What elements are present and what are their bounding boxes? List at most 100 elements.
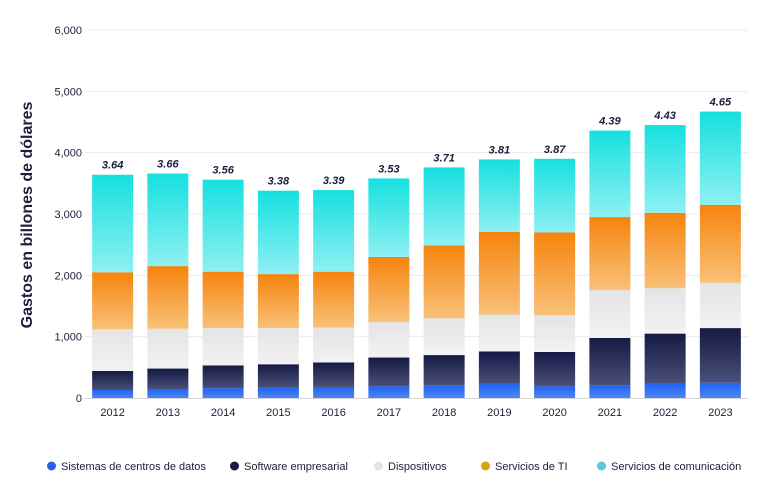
total-label: 3.87: [544, 144, 566, 156]
y-axis-ticks: 0 1,000 2,000 3,000 4,000 5,000 6,000: [54, 25, 82, 405]
bar-segment: [589, 217, 631, 291]
bar-segment: [92, 329, 134, 372]
bar-segment: [699, 328, 741, 383]
bar-segment: [423, 355, 465, 386]
x-tick-label: 2012: [100, 407, 124, 419]
x-tick-label: 2017: [377, 407, 401, 419]
bar-segment: [644, 333, 686, 384]
legend-swatch: [481, 461, 490, 471]
bar-segment: [92, 272, 134, 330]
bar-segment: [534, 232, 576, 316]
bar-segment: [368, 386, 410, 398]
bar-segment: [202, 179, 244, 272]
bar-segment: [644, 212, 686, 289]
bar-segment: [699, 204, 741, 283]
x-tick-label: 2019: [487, 407, 511, 419]
x-tick-label: 2016: [321, 407, 345, 419]
total-label: 4.65: [709, 97, 732, 109]
y-tick-label: 2,000: [54, 270, 82, 282]
bar-segment: [478, 159, 520, 232]
bar-segment: [202, 388, 244, 398]
x-tick-label: 2014: [211, 407, 235, 419]
bar-segment: [147, 368, 189, 390]
bar-segment: [202, 328, 244, 366]
bar-segment: [699, 111, 741, 205]
total-label: 3.38: [268, 176, 290, 188]
bar-segment: [257, 364, 299, 388]
bar-segment: [92, 174, 134, 273]
legend: Sistemas de centros de datos Software emp…: [47, 461, 741, 473]
bar-segment: [589, 385, 631, 398]
bar-segment: [423, 167, 465, 246]
y-tick-label: 3,000: [54, 209, 82, 221]
total-label: 3.71: [433, 152, 454, 164]
gridlines: [85, 29, 748, 399]
total-label: 3.39: [323, 175, 345, 187]
total-label: 4.43: [653, 110, 675, 122]
bar-segment: [313, 271, 355, 328]
legend-swatch: [374, 461, 383, 471]
bar-segment: [92, 371, 134, 391]
bar-segment: [313, 190, 355, 272]
y-tick-label: 5,000: [54, 86, 82, 98]
y-tick-label: 6,000: [54, 25, 82, 37]
bars: [92, 111, 741, 398]
bar-segment: [534, 386, 576, 398]
bar-segment: [368, 256, 410, 322]
bar-segment: [534, 352, 576, 387]
bar-segment: [589, 337, 631, 386]
bar-segment: [313, 362, 355, 387]
y-tick-label: 1,000: [54, 332, 82, 344]
bar-segment: [699, 282, 741, 329]
bar-segment: [313, 327, 355, 363]
bar-segment: [423, 318, 465, 356]
bar-segment: [644, 383, 686, 398]
x-tick-label: 2018: [432, 407, 456, 419]
x-tick-label: 2021: [598, 407, 622, 419]
bar-segment: [202, 365, 244, 389]
bar-segment: [368, 321, 410, 358]
legend-swatch: [230, 461, 239, 471]
total-label: 3.81: [489, 144, 510, 156]
x-tick-label: 2015: [266, 407, 290, 419]
x-tick-label: 2013: [156, 407, 180, 419]
bar-segment: [257, 274, 299, 329]
bar-segment: [478, 383, 520, 398]
bar-segment: [257, 328, 299, 365]
y-axis-label: Gastos en billones de dólares: [19, 102, 36, 329]
bar-segment: [147, 328, 189, 369]
bar-segment: [644, 125, 686, 213]
bar-segment: [534, 315, 576, 352]
bar-segment: [423, 385, 465, 398]
legend-label: Servicios de comunicación: [611, 461, 741, 473]
total-label: 3.66: [157, 159, 179, 171]
bar-segment: [257, 190, 299, 275]
total-label: 4.39: [598, 116, 621, 128]
y-tick-label: 4,000: [54, 148, 82, 160]
bar-segment: [478, 231, 520, 315]
total-labels: 3.64 3.66 3.56 3.38 3.39 3.53 3.71 3.81 3.87 4.39…: [102, 97, 732, 188]
bar-segment: [92, 390, 134, 398]
bar-segment: [699, 382, 741, 398]
bar-segment: [478, 314, 520, 352]
legend-label: Dispositivos: [388, 461, 447, 473]
x-tick-label: 2023: [708, 407, 732, 419]
legend-label: Servicios de TI: [495, 461, 568, 473]
x-tick-label: 2020: [542, 407, 566, 419]
bar-segment: [368, 357, 410, 387]
total-label: 3.53: [378, 163, 399, 175]
bar-segment: [147, 389, 189, 398]
legend-label: Software empresarial: [244, 461, 348, 473]
bar-segment: [147, 173, 189, 267]
bar-segment: [534, 158, 576, 233]
bar-segment: [313, 386, 355, 398]
bar-segment: [202, 271, 244, 329]
x-tick-label: 2022: [653, 407, 677, 419]
x-axis-ticks: 2012 2013 2014 2015 2016 2017 2018 2019 2020 2021…: [100, 407, 732, 419]
bar-segment: [147, 266, 189, 329]
bar-segment: [644, 288, 686, 334]
legend-swatch: [47, 461, 56, 471]
bar-segment: [589, 290, 631, 338]
bar-segment: [257, 387, 299, 398]
